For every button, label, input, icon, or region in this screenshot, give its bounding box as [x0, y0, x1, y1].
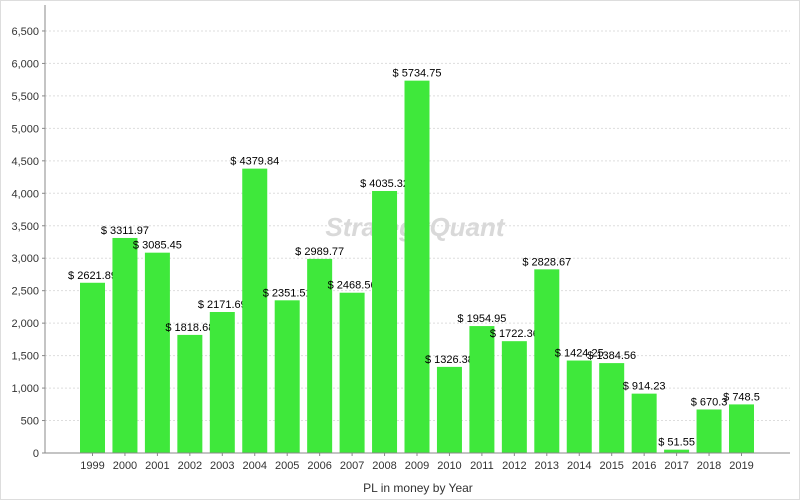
bar	[404, 80, 430, 454]
x-tick-label: 2019	[729, 460, 753, 472]
x-tick-label: 2010	[437, 460, 461, 472]
data-label: $ 5734.75	[393, 68, 442, 80]
bar	[144, 252, 170, 453]
x-tick-label: 2003	[210, 460, 234, 472]
data-label: $ 4379.84	[230, 156, 279, 168]
x-tick-label: 2008	[372, 460, 396, 472]
x-tick-label: 2013	[535, 460, 559, 472]
x-tick-label: 2007	[340, 460, 364, 472]
bar	[112, 237, 138, 453]
data-label: $ 748.5	[723, 391, 760, 403]
data-label: $ 1326.38	[425, 354, 474, 366]
bar	[372, 190, 398, 453]
y-tick-label: 6,000	[11, 58, 39, 70]
data-label: $ 670.3	[691, 396, 728, 408]
y-tick-label: 500	[21, 416, 39, 428]
bar	[436, 366, 462, 453]
y-tick-label: 1,000	[11, 383, 39, 395]
y-tick-label: 0	[33, 448, 39, 460]
data-label: $ 1818.68	[165, 322, 214, 334]
y-tick-label: 1,500	[11, 351, 39, 363]
data-label: $ 1424.25	[555, 348, 604, 360]
x-tick-label: 2011	[470, 460, 494, 472]
bar	[80, 282, 105, 453]
bar	[339, 292, 365, 453]
x-axis-label: PL in money by Year	[363, 481, 473, 495]
data-label: $ 2989.77	[295, 246, 344, 258]
data-label: $ 2351.51	[263, 287, 312, 299]
bar	[177, 334, 203, 453]
data-label: $ 914.23	[623, 381, 666, 393]
bar	[664, 449, 690, 453]
bar	[631, 393, 657, 453]
bar	[501, 341, 527, 453]
data-label: $ 2171.69	[198, 299, 247, 311]
y-tick-label: 5,500	[11, 91, 39, 103]
y-tick-label: 2,000	[11, 318, 39, 330]
y-tick-label: 6,500	[11, 26, 39, 38]
y-tick-label: 4,000	[11, 188, 39, 200]
data-label: $ 3085.45	[133, 240, 182, 252]
x-tick-label: 2015	[599, 460, 623, 472]
bar	[696, 409, 722, 453]
data-label: $ 4035.32	[360, 178, 409, 190]
x-tick-label: 2004	[243, 460, 267, 472]
x-tick-label: 2012	[502, 460, 526, 472]
y-tick-label: 3,500	[11, 221, 39, 233]
bar	[469, 326, 495, 453]
bar	[729, 404, 754, 453]
bar	[209, 311, 235, 453]
bar	[534, 269, 560, 453]
data-label: $ 1722.36	[490, 328, 539, 340]
x-tick-label: 2014	[567, 460, 591, 472]
bar	[307, 258, 333, 453]
x-tick-label: 2016	[632, 460, 656, 472]
x-tick-label: 2005	[275, 460, 299, 472]
data-label: $ 1384.56	[587, 350, 636, 362]
x-tick-label: 2002	[178, 460, 202, 472]
data-label: $ 1954.95	[457, 313, 506, 325]
bar	[274, 300, 300, 453]
x-tick-label: 2006	[307, 460, 331, 472]
bar	[242, 168, 268, 453]
x-tick-label: 2017	[664, 460, 688, 472]
data-label: $ 3311.97	[101, 225, 149, 237]
bar	[566, 360, 592, 453]
data-label: $ 2621.89	[68, 270, 117, 282]
y-tick-label: 5,000	[11, 123, 39, 135]
x-tick-label: 2000	[113, 460, 137, 472]
x-tick-label: 2018	[697, 460, 721, 472]
data-label: $ 2468.56	[328, 280, 377, 292]
bar	[599, 363, 625, 453]
data-label: $ 51.55	[658, 437, 695, 449]
y-tick-label: 2,500	[11, 286, 39, 298]
data-label: $ 2828.67	[522, 256, 571, 268]
y-tick-label: 4,500	[11, 156, 39, 168]
x-tick-label: 2009	[405, 460, 429, 472]
x-tick-label: 2001	[145, 460, 169, 472]
x-tick-label: 1999	[80, 460, 104, 472]
y-tick-label: 3,000	[11, 253, 39, 265]
